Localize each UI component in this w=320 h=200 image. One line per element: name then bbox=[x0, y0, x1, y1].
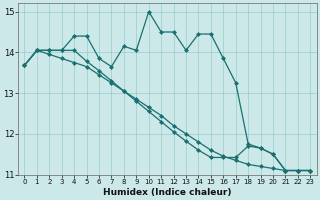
X-axis label: Humidex (Indice chaleur): Humidex (Indice chaleur) bbox=[103, 188, 232, 197]
